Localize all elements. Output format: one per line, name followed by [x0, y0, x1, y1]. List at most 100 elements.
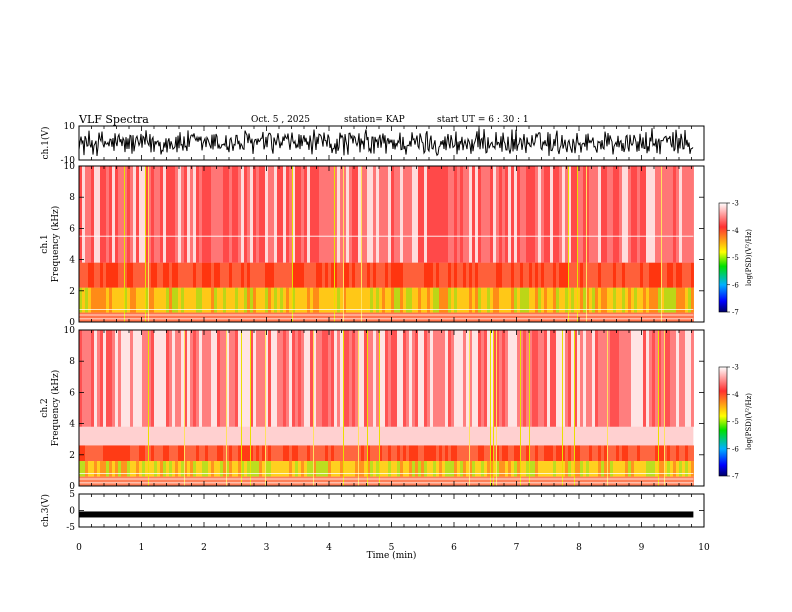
spectro-column-mid [268, 445, 271, 462]
spectro-column-low [595, 461, 598, 477]
spectro-column-high [427, 166, 430, 263]
spectro-column-high [205, 166, 208, 263]
spectro-column-low [457, 461, 460, 477]
spectro-column-low [277, 461, 280, 477]
spectro-column-bottom [685, 312, 688, 322]
spectro-column-high [160, 330, 163, 427]
spectro-column-mid [421, 445, 424, 462]
spectro-column-high [559, 330, 562, 427]
spectro-column-low [352, 287, 355, 313]
spectro-column-mid [223, 262, 226, 288]
spectro-column-high [166, 166, 169, 263]
spectro-column-mid [625, 262, 628, 288]
spectro-column-low [94, 287, 97, 313]
spectro-column-high [196, 166, 199, 263]
spectro-column-bottom [178, 476, 181, 486]
spectro-column-low [574, 287, 577, 313]
spectro-column-low [448, 461, 451, 477]
spectro-column-high [241, 330, 244, 427]
spectro-column-mid [103, 445, 106, 462]
spectro-column-bottom [511, 312, 514, 322]
spectro-column-low [199, 461, 202, 477]
spectro-column-high [409, 330, 412, 427]
spectro-column-mid [331, 445, 334, 462]
spectro-column-high [178, 166, 181, 263]
spectro-column-bottom [565, 312, 568, 322]
spectro-column-high [592, 330, 595, 427]
spectro-column-low [85, 287, 88, 313]
spectro-column-low [613, 461, 616, 477]
spectro-column-high [472, 166, 475, 263]
spectro-column-bottom [466, 476, 469, 486]
spectro-column-high [388, 330, 391, 427]
spectro-column-low [625, 287, 628, 313]
spectro-column-high [208, 330, 211, 427]
spectro-column-low [661, 287, 664, 313]
spectro-column-low [142, 287, 145, 313]
spectro-column-bottom [340, 312, 343, 322]
spectro-column-mid [661, 445, 664, 462]
spectro-column-mid [634, 262, 637, 288]
spectro-column-low [658, 287, 661, 313]
spectro-column-mid [352, 445, 355, 462]
spectro-column-high [364, 330, 367, 427]
spectro-column-high [562, 166, 565, 263]
spectro-column-mid [328, 445, 331, 462]
spectro-column-bottom [196, 312, 199, 322]
spectro-column-high [361, 330, 364, 427]
spectro-column-low [502, 287, 505, 313]
spectro-column-bottom [655, 312, 658, 322]
spectro-column-low [544, 287, 547, 313]
spectro-column-mid [478, 262, 481, 288]
spectro-column-bottom [133, 476, 136, 486]
spectro-column-high [382, 166, 385, 263]
spectro-column-mid [547, 262, 550, 288]
spectro-column-mid [355, 445, 358, 462]
spectro-column-high [313, 166, 316, 263]
spectro-column-low [430, 461, 433, 477]
spectro-column-high [643, 166, 646, 263]
spectro-column-low [394, 461, 397, 477]
spectro-column-low [124, 287, 127, 313]
spectro-column-bottom [193, 312, 196, 322]
spectro-column-mid [109, 262, 112, 288]
spectro-column-mid [535, 262, 538, 288]
spectro-column-mid [481, 262, 484, 288]
spectro-column-bottom [598, 312, 601, 322]
spectro-column-mid [691, 262, 694, 288]
spectro-column-bottom [292, 476, 295, 486]
spectro-column-bottom [607, 476, 610, 486]
spectro-column-mid [442, 262, 445, 288]
spectro-column-high [169, 330, 172, 427]
spectro-column-mid [598, 445, 601, 462]
spectro-column-mid [211, 445, 214, 462]
spectro-column-low [163, 287, 166, 313]
spectro-column-bottom [97, 476, 100, 486]
spectro-column-high [286, 330, 289, 427]
spectro-column-low [211, 461, 214, 477]
spectro-column-bottom [502, 476, 505, 486]
spectro-column-bottom [154, 312, 157, 322]
spectro-column-bottom [667, 312, 670, 322]
spectro-column-mid [583, 445, 586, 462]
sferic-streak [334, 166, 335, 322]
spectro-column-high [586, 166, 589, 263]
spectro-column-low [319, 287, 322, 313]
spectro-column-low [319, 461, 322, 477]
spectro-column-mid [142, 445, 145, 462]
spectro-column-low [232, 461, 235, 477]
spectro-column-bottom [208, 312, 211, 322]
spectro-column-high [142, 330, 145, 427]
spectro-column-high [433, 166, 436, 263]
spectro-column-high [100, 166, 103, 263]
spectro-column-low [424, 461, 427, 477]
spectro-column-mid [649, 445, 652, 462]
spectro-column-low [235, 287, 238, 313]
spectro-column-low [481, 287, 484, 313]
spectro-column-low [523, 287, 526, 313]
spectro-column-high [373, 330, 376, 427]
spectro-column-low [148, 287, 151, 313]
spectro-column-bottom [286, 476, 289, 486]
spectro-column-low [586, 461, 589, 477]
spectro-column-low [517, 461, 520, 477]
